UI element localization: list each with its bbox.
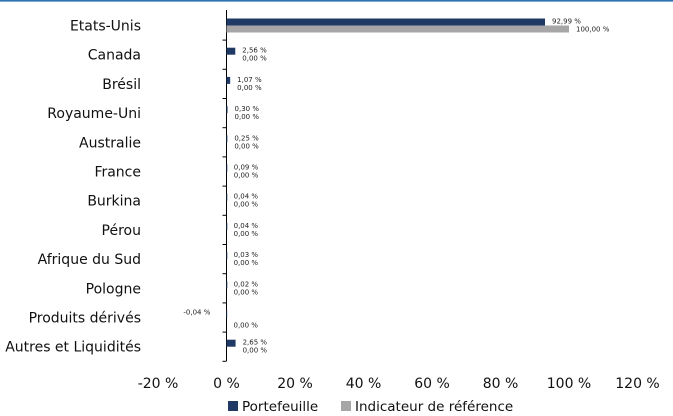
category-label: Burkina <box>87 194 141 210</box>
data-label-portefeuille: -0,04 % <box>183 309 210 317</box>
data-label-portefeuille: 0,03 % <box>234 251 259 259</box>
legend: Portefeuille Indicateur de référence <box>228 399 513 415</box>
x-tick-label: 80 % <box>483 376 519 392</box>
data-label-portefeuille: 0,02 % <box>234 280 259 288</box>
legend-swatch-indicateur <box>341 401 351 411</box>
data-label-indicateur: 0,00 % <box>234 201 259 209</box>
bar-indicateur <box>226 25 569 33</box>
category-label: Etats-Unis <box>70 19 141 35</box>
data-label-indicateur: 0,00 % <box>234 230 259 238</box>
category-label: France <box>94 165 141 181</box>
x-tick-label: 60 % <box>414 376 450 392</box>
data-label-portefeuille: 92,99 % <box>552 18 581 26</box>
data-label-portefeuille: 0,09 % <box>234 164 259 172</box>
data-label-indicateur: 100,00 % <box>576 26 610 34</box>
category-label: Autres et Liquidités <box>5 340 141 356</box>
x-tick-label: 40 % <box>346 376 382 392</box>
legend-label-indicateur: Indicateur de référence <box>355 399 513 415</box>
data-label-portefeuille: 0,04 % <box>234 222 259 230</box>
category-label: Brésil <box>102 77 141 93</box>
category-label: Australie <box>79 135 141 151</box>
data-label-indicateur: 0,00 % <box>237 84 262 92</box>
category-label: Afrique du Sud <box>38 252 141 268</box>
data-label-portefeuille: 2,65 % <box>243 339 268 347</box>
data-label-indicateur: 0,00 % <box>234 259 259 267</box>
category-label: Produits dérivés <box>29 311 141 327</box>
bar-portefeuille <box>226 252 228 260</box>
bar-portefeuille <box>226 281 228 289</box>
data-label-indicateur: 0,00 % <box>242 55 267 63</box>
bar-portefeuille <box>226 76 231 84</box>
bar-portefeuille <box>226 135 228 143</box>
x-tick-label: 20 % <box>277 376 313 392</box>
data-label-portefeuille: 0,25 % <box>234 134 259 142</box>
bar-portefeuille <box>226 310 228 318</box>
bar-portefeuille <box>226 222 228 230</box>
x-tick-label: 100 % <box>547 376 591 392</box>
legend-label-portefeuille: Portefeuille <box>242 399 318 415</box>
category-label: Royaume-Uni <box>47 106 141 122</box>
category-label: Pérou <box>102 223 141 239</box>
x-tick-label: 120 % <box>615 376 659 392</box>
data-label-indicateur: 0,00 % <box>243 347 268 355</box>
bar-portefeuille <box>226 18 545 26</box>
legend-swatch-portefeuille <box>228 401 238 411</box>
bar-portefeuille <box>226 193 228 201</box>
bar-portefeuille <box>226 164 228 172</box>
data-label-indicateur: 0,00 % <box>234 172 259 180</box>
bar-portefeuille <box>226 339 236 347</box>
category-label: Canada <box>88 48 141 64</box>
data-label-portefeuille: 0,04 % <box>234 193 259 201</box>
bar-portefeuille <box>226 106 228 114</box>
plot-area: Etats-Unis 92,99 %100,00 %Canada 2,56 %0,0… <box>5 10 660 392</box>
data-label-indicateur: 0,00 % <box>234 322 259 330</box>
data-label-portefeuille: 0,30 % <box>235 105 260 113</box>
bar-portefeuille <box>226 47 236 55</box>
x-tick-label: -20 % <box>138 376 179 392</box>
data-label-portefeuille: 2,56 % <box>242 47 267 55</box>
data-label-indicateur: 0,00 % <box>234 142 259 150</box>
data-label-indicateur: 0,00 % <box>234 288 259 296</box>
data-label-portefeuille: 1,07 % <box>237 76 262 84</box>
x-tick-label: 0 % <box>213 376 240 392</box>
data-label-indicateur: 0,00 % <box>235 113 260 121</box>
category-label: Pologne <box>86 281 141 297</box>
